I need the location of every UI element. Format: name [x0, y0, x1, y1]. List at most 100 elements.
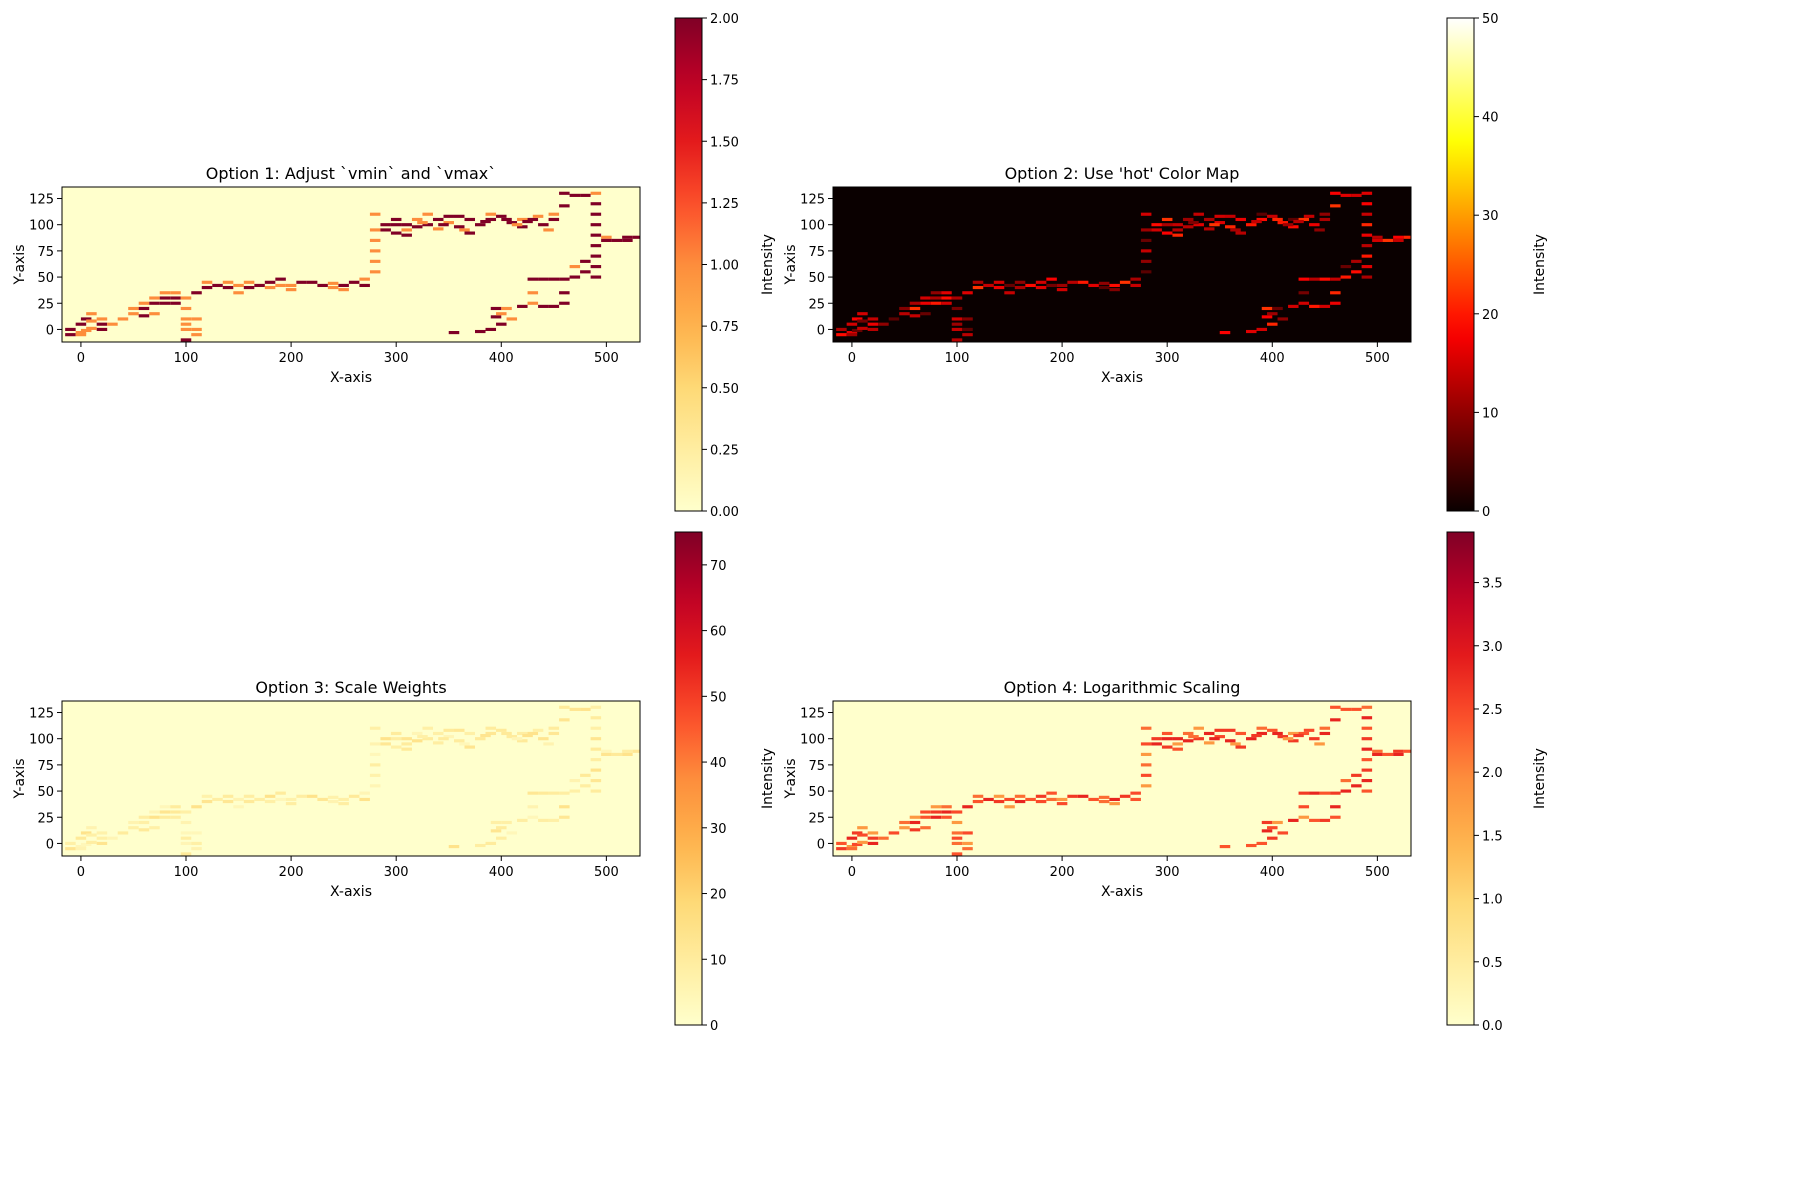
heatmap-cell: [369, 238, 381, 242]
heatmap-cell: [517, 818, 528, 822]
heatmap-cell: [1361, 275, 1373, 279]
heatmap-cell: [369, 249, 381, 253]
heatmap-cell: [930, 815, 942, 819]
heatmap-cell: [1288, 739, 1299, 743]
heatmap-cell: [1403, 235, 1411, 239]
heatmap-cell: [348, 794, 360, 798]
heatmap-cell: [972, 799, 984, 804]
heatmap-cell: [1340, 789, 1352, 793]
heatmap-cell: [1256, 212, 1268, 216]
colorbar-tick-label: 1.00: [710, 259, 739, 274]
heatmap-cell: [464, 217, 476, 222]
heatmap-cell: [1209, 223, 1220, 227]
heatmap-cell: [1361, 191, 1373, 195]
colorbar-tick-label: 60: [710, 625, 727, 640]
heatmap-cell: [899, 826, 910, 830]
heatmap-cell: [1309, 277, 1320, 281]
heatmap-cell: [846, 322, 858, 326]
heatmap-cell: [846, 836, 858, 840]
heatmap-cell: [75, 322, 87, 326]
heatmap-cell: [170, 296, 181, 300]
heatmap-cell: [191, 805, 202, 809]
heatmap-cell: [285, 802, 297, 806]
heatmap-cell: [569, 779, 581, 783]
heatmap-cell: [601, 752, 612, 756]
heatmap-cell: [993, 799, 1005, 804]
heatmap-cell: [496, 214, 507, 218]
heatmap-cell: [233, 797, 244, 802]
heatmap-cell: [338, 797, 349, 802]
heatmap-cell: [1172, 747, 1183, 751]
heatmap-cell: [485, 327, 497, 332]
heatmap-cell: [338, 802, 349, 806]
heatmap-cell: [1282, 223, 1294, 227]
heatmap-cell: [920, 312, 931, 316]
heatmap-cell: [128, 312, 139, 316]
heatmap-cell: [1056, 288, 1068, 292]
heatmap-cell: [191, 841, 202, 846]
heatmap-cell: [601, 235, 612, 239]
colorbar-tick-label: 0.50: [710, 382, 739, 397]
heatmap-cell: [65, 333, 76, 337]
heatmap-cell: [459, 742, 470, 746]
heatmap-cell: [548, 212, 560, 216]
heatmap-cell: [422, 737, 433, 741]
heatmap-cell: [1161, 731, 1173, 736]
heatmap-cell: [369, 228, 381, 232]
heatmap-cell: [1267, 312, 1278, 316]
colorbar-gradient: [1446, 531, 1475, 1026]
heatmap-cell: [411, 731, 423, 736]
heatmap-cell: [1014, 280, 1026, 284]
heatmap-cell: [590, 747, 602, 751]
heatmap-cell: [1140, 763, 1152, 767]
heatmap-cell: [191, 291, 202, 295]
heatmap-cell: [1151, 742, 1162, 746]
colorbar: 0.00 0.25 0.50 0.75 1.00 1.25 1.50 1.75 2.00 Inte…: [674, 12, 776, 520]
heatmap-cell: [1077, 794, 1089, 798]
heatmap-cell: [1182, 731, 1194, 736]
heatmap-cell: [191, 333, 202, 337]
heatmap-cell: [569, 265, 581, 269]
heatmap-cell: [909, 301, 921, 305]
heatmap-cell: [1140, 784, 1152, 788]
heatmap-cell: [899, 820, 910, 825]
heatmap-cell: [1219, 331, 1231, 335]
heatmap-cell: [1351, 193, 1362, 197]
heatmap-cell: [453, 225, 465, 229]
heatmap-cell: [359, 797, 370, 802]
heatmap-cell: [65, 327, 76, 332]
heatmap-cell: [962, 847, 973, 851]
heatmap-cell: [359, 277, 370, 281]
heatmap-cell: [1393, 235, 1404, 239]
heatmap-cell: [1140, 249, 1152, 253]
heatmap-cell: [1298, 815, 1310, 819]
heatmap-cell: [149, 826, 160, 830]
heatmap-cell: [501, 217, 512, 222]
heatmap-cell: [180, 841, 192, 846]
heatmap-cell: [559, 805, 570, 809]
heatmap-cell: [264, 794, 276, 798]
heatmap-cell: [86, 312, 97, 316]
heatmap-cell: [511, 737, 523, 741]
heatmap-cell: [243, 280, 255, 284]
heatmap-cell: [632, 749, 640, 753]
heatmap-cell: [851, 831, 863, 835]
heatmap-cell: [1314, 228, 1325, 232]
heatmap-cell: [1288, 818, 1299, 822]
heatmap-cell: [496, 836, 507, 840]
heatmap-cell: [485, 841, 497, 846]
heatmap-cell: [532, 214, 544, 218]
heatmap-cell: [1098, 285, 1110, 290]
heatmap-cell: [1272, 217, 1283, 222]
heatmap-cell: [590, 212, 602, 216]
heatmap-panel-1: 0 100 200 300 400 500 0 25 50 75 100 125 Option 1: A…: [12, 12, 776, 520]
heatmap-cell: [1172, 737, 1183, 741]
heatmap-cell: [264, 280, 276, 284]
heatmap-cell: [1267, 836, 1278, 840]
heatmap-cell: [983, 797, 994, 802]
heatmap-cell: [532, 728, 544, 732]
heatmap-cell: [951, 810, 963, 814]
heatmap-cell: [233, 283, 244, 288]
heatmap-cell: [496, 826, 507, 830]
